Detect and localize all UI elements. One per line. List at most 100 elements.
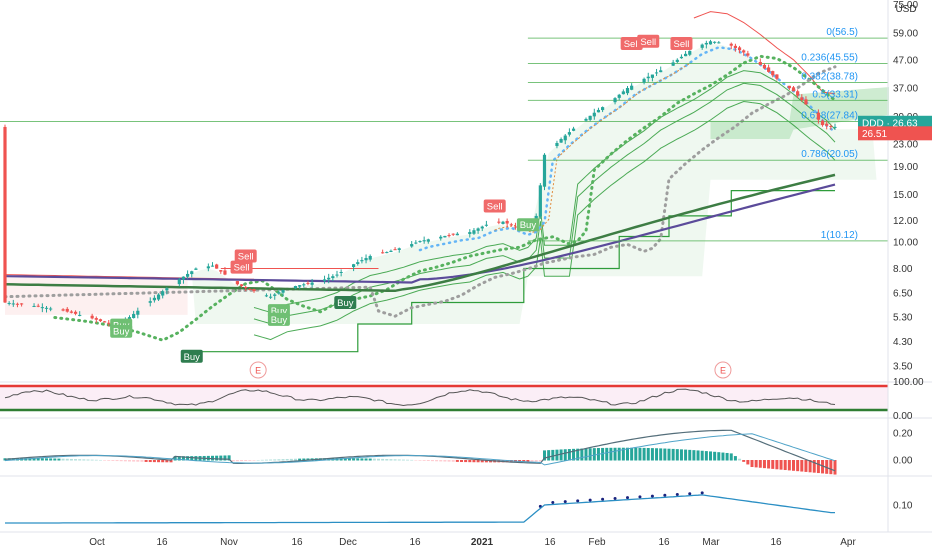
candle xyxy=(472,228,476,235)
candle xyxy=(509,222,513,227)
macd-histogram-bar xyxy=(679,449,683,461)
candle-body xyxy=(223,270,227,275)
macd-histogram-bar xyxy=(829,460,833,475)
x-tick-label-11: 16 xyxy=(770,537,782,548)
candle-body xyxy=(484,224,488,226)
candles[interactable] xyxy=(3,39,837,327)
candle-body xyxy=(787,85,791,89)
macd-histogram-bar xyxy=(505,460,509,463)
candle xyxy=(646,72,650,82)
macd-histogram-bar xyxy=(796,460,800,472)
candle-body xyxy=(136,310,140,315)
candle xyxy=(700,43,704,50)
candle xyxy=(331,274,335,282)
macd-histogram-bar xyxy=(812,460,816,473)
lower-panes xyxy=(0,381,932,524)
candle-body xyxy=(397,248,401,250)
macd-tick-1: 0.00 xyxy=(893,456,913,467)
candle xyxy=(165,287,169,295)
signal-text: Sell xyxy=(487,201,503,212)
candle-body xyxy=(671,62,675,66)
candle xyxy=(194,267,198,270)
candle-body xyxy=(310,282,314,285)
macd-histogram-bar xyxy=(123,460,127,462)
macd-histogram-bar xyxy=(592,448,596,461)
trailing-line-0 xyxy=(253,70,836,313)
x-tick-label-3: 16 xyxy=(291,537,303,548)
candle-body xyxy=(331,276,335,279)
macd-histogram-bar xyxy=(152,460,156,463)
macd-histogram-bar xyxy=(389,459,393,461)
macd-histogram-bar xyxy=(169,460,173,463)
candle xyxy=(584,117,588,122)
candle-body xyxy=(733,45,737,48)
macd-histogram-bar xyxy=(538,460,542,462)
candle xyxy=(563,134,567,145)
macd-histogram-bar xyxy=(418,460,422,461)
macd-histogram-bar xyxy=(800,460,804,472)
bottom-dot xyxy=(663,493,667,497)
macd-histogram-bar xyxy=(522,460,526,463)
bottom-indicator-line xyxy=(5,494,835,524)
candle xyxy=(206,263,210,272)
bottom-tick-0: 0.10 xyxy=(893,501,913,512)
candle-body xyxy=(156,294,161,300)
candle xyxy=(468,229,472,238)
candle xyxy=(825,120,829,130)
candle-body xyxy=(455,233,459,236)
signal-box xyxy=(110,324,133,338)
macd-histogram-bar xyxy=(82,459,86,461)
macd-histogram-bar xyxy=(190,456,194,461)
macd-histogram-bar xyxy=(767,460,771,469)
candle-body xyxy=(219,270,223,272)
candle xyxy=(650,74,654,82)
green-moving-average xyxy=(4,173,836,293)
candle-body xyxy=(181,276,186,280)
x-tick-label-2: Nov xyxy=(220,537,238,548)
macd-histogram-bar xyxy=(128,460,131,462)
macd-histogram-bar xyxy=(816,460,820,474)
macd-histogram-bar xyxy=(792,460,795,471)
macd-histogram-bar xyxy=(729,453,733,461)
macd-histogram-bar xyxy=(646,448,650,461)
macd-histogram-bar xyxy=(28,458,32,461)
macd-histogram-bar xyxy=(343,458,347,461)
candle-body xyxy=(617,94,621,98)
macd-histogram-bar xyxy=(526,460,530,462)
signal-text: Sell xyxy=(624,39,640,50)
bottom-dot xyxy=(700,491,704,495)
bottom-dot xyxy=(650,494,654,498)
candle-body xyxy=(235,281,239,285)
candle xyxy=(94,316,98,323)
y-tick-label-10: 8.00 xyxy=(893,264,913,275)
macd-histogram-bar xyxy=(439,460,443,462)
macd-histogram-bar xyxy=(40,458,44,461)
candle xyxy=(65,307,69,313)
candle-body xyxy=(443,235,447,238)
candle xyxy=(675,58,679,64)
signal-box xyxy=(620,36,643,50)
rsi-tick-1: 0.00 xyxy=(893,411,913,422)
macd-histogram-bar xyxy=(675,449,679,461)
x-tick-label-8: Feb xyxy=(588,537,606,548)
fibonacci-levels: 0(56.5) 0.236(45.55) 0.382(38.78) 0.5(33.31… xyxy=(0,27,888,242)
candle-body xyxy=(418,241,422,243)
candle-body xyxy=(90,315,94,319)
candle xyxy=(210,262,215,267)
cloud-area xyxy=(191,44,877,324)
candle-body xyxy=(269,296,273,298)
macd-histogram-bar xyxy=(700,450,704,461)
macd-tick-0: 0.20 xyxy=(893,429,913,440)
signal-text: Sell xyxy=(640,37,656,48)
candle-body xyxy=(339,271,343,273)
candle xyxy=(302,282,306,288)
candle-body xyxy=(264,295,269,297)
macd-histogram-bar xyxy=(762,460,766,469)
y-tick-label-6: 19.00 xyxy=(893,162,918,173)
macd-histogram-bar xyxy=(547,450,551,461)
candle-body xyxy=(132,313,136,319)
candle xyxy=(90,313,94,320)
